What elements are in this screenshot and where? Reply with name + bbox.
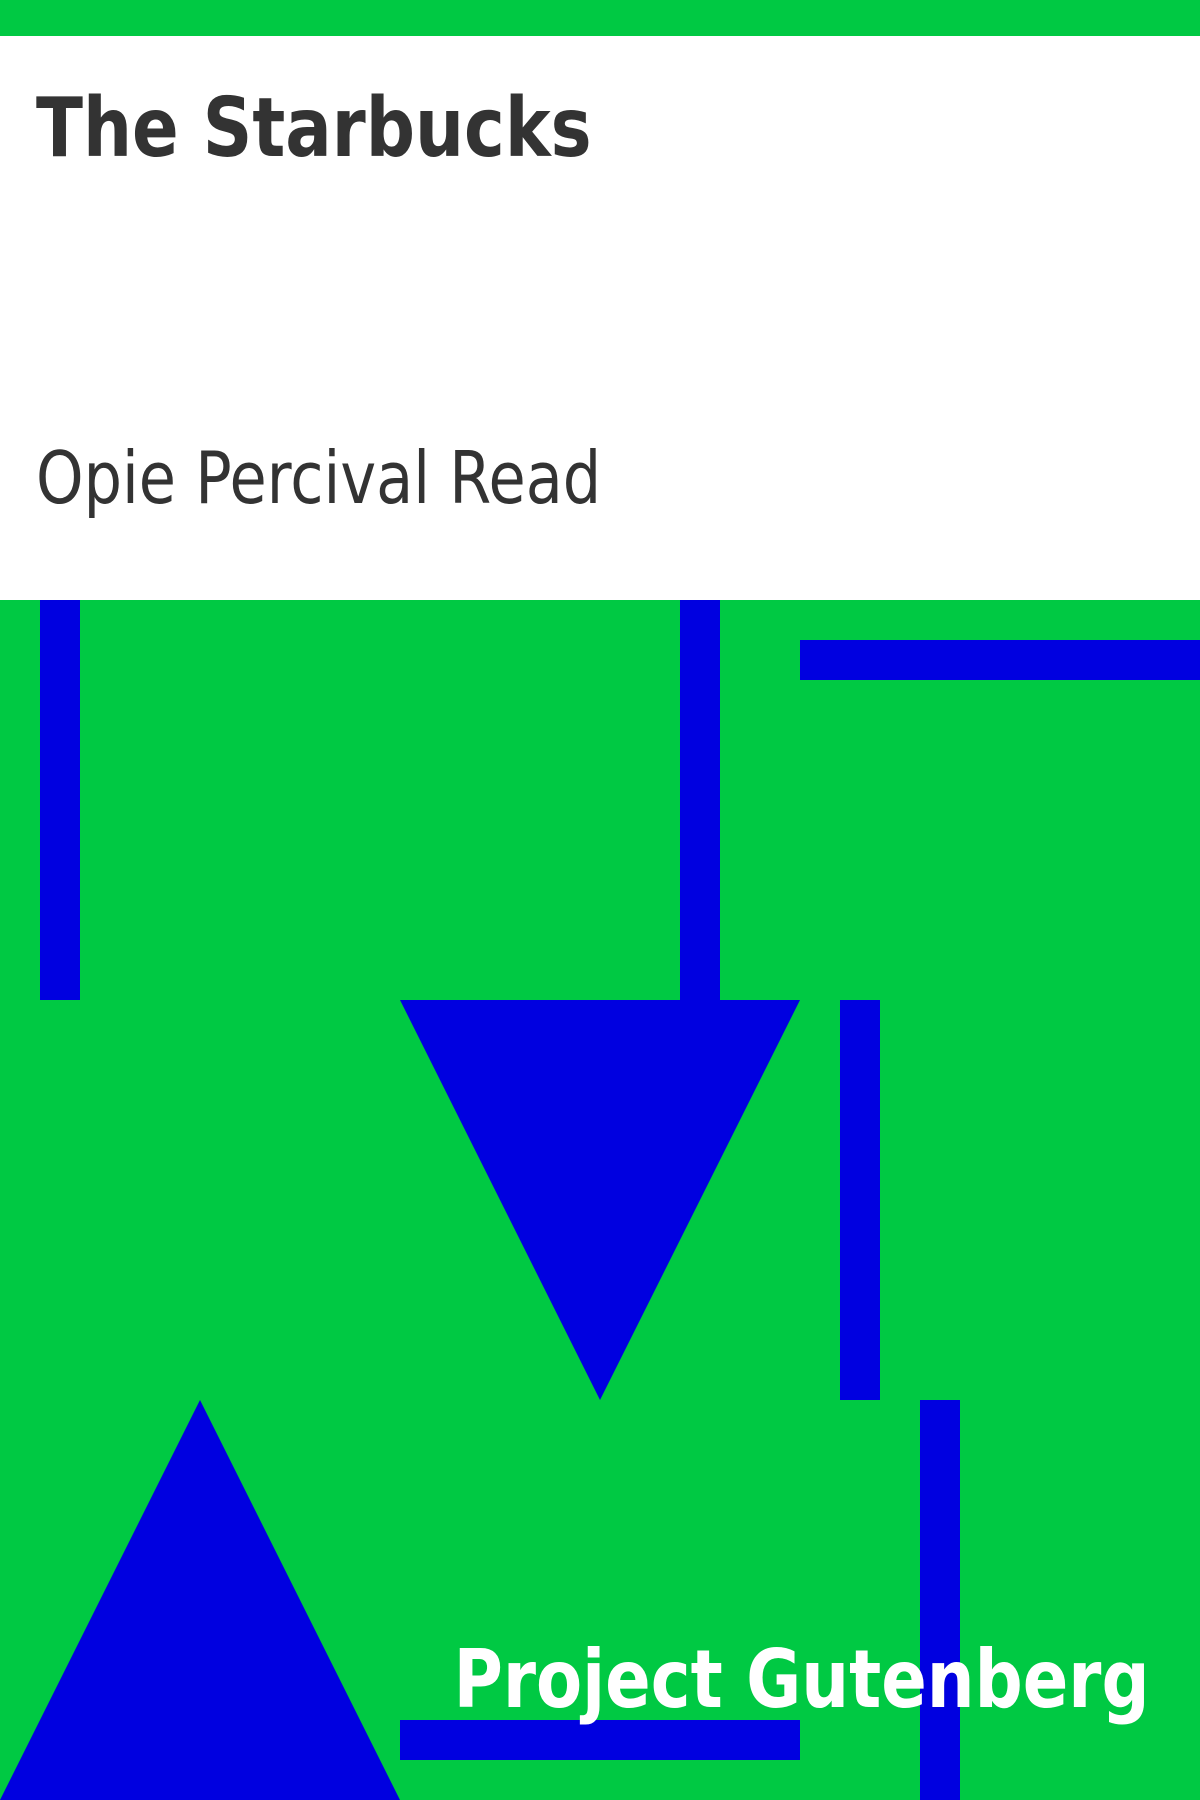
- book-author: Opie Percival Read: [36, 436, 602, 520]
- vertical-bar-right-bottom: [920, 1400, 960, 1800]
- vertical-bar-left: [40, 600, 80, 1000]
- vertical-bar-center: [680, 600, 720, 1000]
- down-triangle: [400, 1000, 800, 1400]
- horizontal-bar-top-right: [800, 640, 1200, 680]
- vertical-bar-right-middle: [840, 1000, 880, 1400]
- top-color-strip: [0, 0, 1200, 36]
- up-triangle: [0, 1400, 400, 1800]
- book-title: The Starbucks: [36, 81, 592, 176]
- horizontal-bar-bottom: [400, 1720, 800, 1760]
- publisher-name: Project Gutenberg: [454, 1633, 1150, 1726]
- geometric-pattern: [0, 600, 1200, 1800]
- title-panel: [0, 36, 1200, 600]
